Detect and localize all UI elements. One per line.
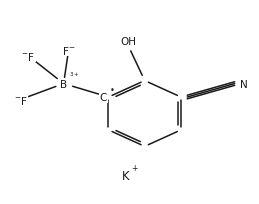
Text: $^{3+}$: $^{3+}$ (69, 71, 80, 80)
Text: +: + (131, 163, 137, 172)
Text: B: B (60, 79, 67, 89)
Text: F$^{-}$: F$^{-}$ (62, 44, 75, 56)
Text: $^{-}$F: $^{-}$F (21, 50, 35, 62)
Text: •: • (110, 86, 115, 95)
Text: N: N (240, 79, 248, 89)
Text: C: C (100, 93, 107, 102)
Text: K: K (122, 169, 130, 182)
Text: $^{-}$F: $^{-}$F (14, 94, 27, 106)
Text: OH: OH (120, 37, 136, 47)
